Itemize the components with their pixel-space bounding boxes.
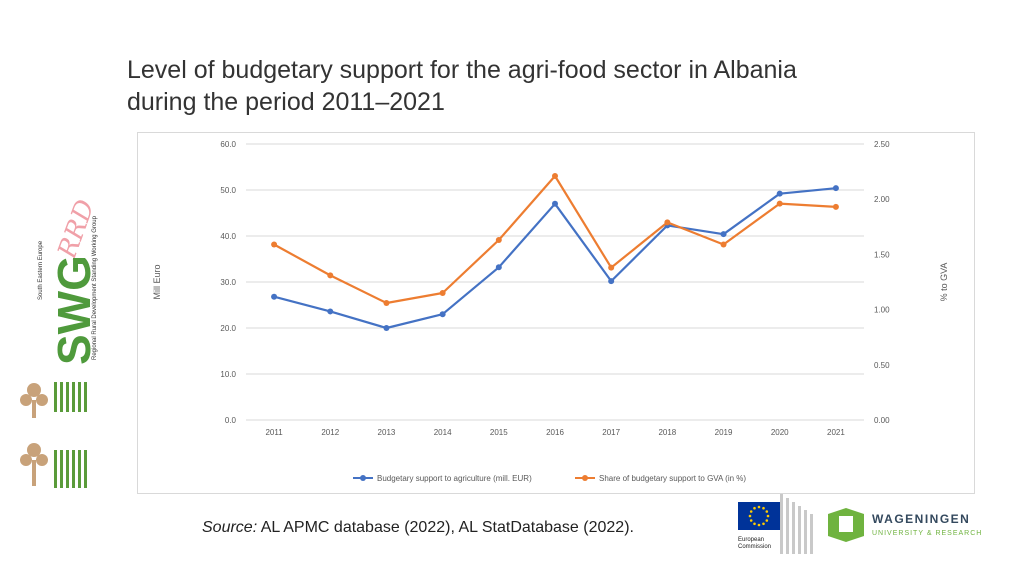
- wur-text-1: WAGENINGEN: [872, 512, 970, 526]
- wageningen-logo: WAGENINGEN UNIVERSITY & RESEARCH: [826, 506, 996, 542]
- data-point: [271, 241, 278, 248]
- european-commission-logo: European Commission: [716, 492, 816, 556]
- y2-axis-title: % to GVA: [939, 263, 949, 302]
- y-tick-label: 40.0: [220, 232, 236, 241]
- source-line: Source: AL APMC database (2022), AL Stat…: [202, 519, 634, 537]
- data-point: [776, 190, 783, 197]
- swg-stripes: [54, 382, 87, 488]
- eu-star-icon: [762, 522, 765, 526]
- tree-icon: [20, 383, 48, 486]
- legend-marker: [582, 475, 588, 481]
- data-point: [608, 278, 615, 285]
- data-point: [495, 237, 502, 244]
- x-tick-label: 2020: [771, 428, 789, 437]
- y2-tick-label: 2.00: [874, 195, 890, 204]
- data-point: [383, 299, 390, 306]
- data-point: [552, 200, 558, 207]
- data-point: [832, 203, 839, 210]
- eu-star-icon: [749, 519, 753, 522]
- line-chart: 0.0 10.0 20.0 30.0 40.0 50.0 60.0 0.00 0.50 1.00 1…: [152, 140, 949, 483]
- eu-star-icon: [748, 514, 752, 518]
- data-point: [495, 264, 502, 271]
- eu-star-icon: [757, 523, 761, 527]
- x-tick-label: 2011: [265, 428, 283, 437]
- y-tick-label: 10.0: [220, 370, 236, 379]
- eu-star-icon: [766, 514, 770, 518]
- eu-star-icon: [753, 522, 756, 526]
- y-tick-label: 30.0: [220, 278, 236, 287]
- data-point: [327, 272, 334, 279]
- data-point: [720, 241, 727, 248]
- y2-tick-label: 2.50: [874, 140, 890, 149]
- data-point: [832, 185, 839, 192]
- swg-side-text-1: South Eastern Europe: [38, 240, 44, 300]
- eu-star-icon: [749, 510, 753, 513]
- y-tick-label: 0.0: [225, 416, 237, 425]
- data-point: [720, 231, 727, 238]
- swg-rrd-logo: RRD South Eastern Europe Regional Rural …: [12, 150, 102, 490]
- data-point: [439, 311, 446, 318]
- legend-marker: [360, 475, 366, 481]
- data-point: [271, 293, 278, 300]
- ec-text-1: European: [738, 537, 764, 543]
- eu-star-icon: [753, 506, 756, 510]
- y2-tick-label: 0.50: [874, 361, 890, 370]
- title-line-2: during the period 2011–2021: [127, 88, 445, 116]
- y-axis-title: Mill Euro: [152, 264, 162, 299]
- swg-side-text-2: Regional Rural Development Standing Work…: [92, 215, 98, 360]
- data-point: [664, 219, 671, 226]
- data-point: [608, 264, 615, 271]
- x-tick-label: 2018: [658, 428, 676, 437]
- ec-text-2: Commission: [738, 544, 771, 550]
- swg-main-text: SWG: [48, 255, 100, 365]
- y-tick-label: 50.0: [220, 186, 236, 195]
- data-point: [439, 290, 446, 297]
- ec-building-icon: [780, 494, 813, 554]
- eu-star-icon: [765, 510, 769, 513]
- slide-title: Level of budgetary support for the agri-…: [127, 54, 907, 118]
- source-label: Source:: [202, 519, 258, 536]
- x-tick-label: 2015: [490, 428, 508, 437]
- y2-tick-label: 0.00: [874, 416, 890, 425]
- x-tick-label: 2012: [321, 428, 339, 437]
- chart-container: 0.0 10.0 20.0 30.0 40.0 50.0 60.0 0.00 0.50 1.00 1…: [137, 132, 975, 494]
- y2-tick-label: 1.00: [874, 306, 890, 315]
- wur-text-2: UNIVERSITY & RESEARCH: [872, 530, 982, 537]
- eu-star-icon: [757, 505, 761, 509]
- wur-emblem-icon: [828, 508, 864, 542]
- x-tick-label: 2019: [715, 428, 733, 437]
- source-text: AL APMC database (2022), AL StatDatabase…: [260, 519, 634, 536]
- eu-star-icon: [762, 506, 765, 510]
- y2-tick-label: 1.50: [874, 250, 890, 259]
- x-tick-label: 2016: [546, 428, 564, 437]
- x-tick-label: 2017: [602, 428, 620, 437]
- data-point: [776, 200, 783, 207]
- x-tick-label: 2021: [827, 428, 845, 437]
- series-line: [273, 174, 838, 305]
- title-line-1: Level of budgetary support for the agri-…: [127, 56, 797, 84]
- y-tick-label: 60.0: [220, 140, 236, 149]
- data-point: [327, 308, 334, 315]
- legend-label: Share of budgetary support to GVA (in %): [599, 474, 746, 483]
- x-tick-label: 2014: [434, 428, 452, 437]
- eu-star-icon: [765, 519, 769, 522]
- x-tick-label: 2013: [378, 428, 396, 437]
- data-point: [383, 325, 390, 331]
- legend-label: Budgetary support to agriculture (mill. …: [377, 474, 532, 483]
- y-tick-label: 20.0: [220, 324, 236, 333]
- data-point: [552, 173, 558, 180]
- series-line: [273, 187, 838, 330]
